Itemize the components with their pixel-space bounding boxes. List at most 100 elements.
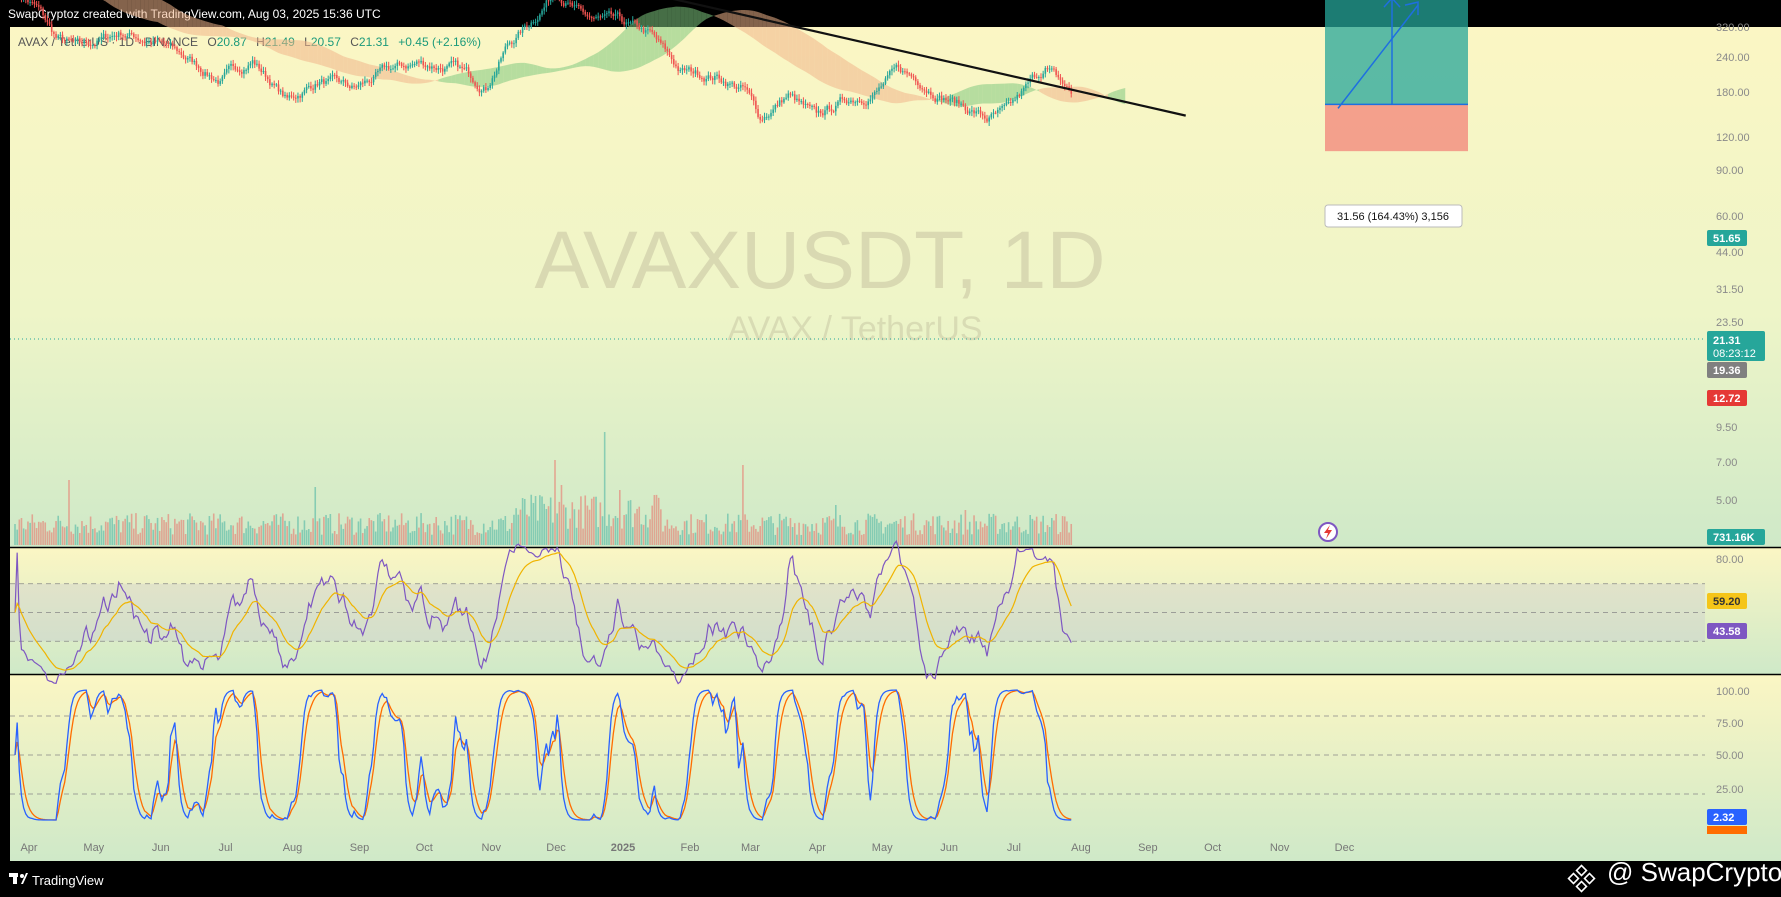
candle[interactable] xyxy=(908,71,911,77)
candle[interactable] xyxy=(279,88,282,95)
candle[interactable] xyxy=(284,91,286,99)
candle[interactable] xyxy=(1055,66,1057,78)
candle[interactable] xyxy=(981,111,984,120)
candle[interactable] xyxy=(35,0,38,8)
candle[interactable] xyxy=(800,98,803,105)
candle[interactable] xyxy=(569,0,571,8)
candle[interactable] xyxy=(625,19,628,30)
candle[interactable] xyxy=(714,72,716,85)
candle[interactable] xyxy=(165,40,167,49)
candle[interactable] xyxy=(696,67,699,78)
candle[interactable] xyxy=(1048,65,1051,74)
candle[interactable] xyxy=(327,75,329,85)
candle[interactable] xyxy=(528,25,530,31)
candle[interactable] xyxy=(798,94,800,106)
candle[interactable] xyxy=(94,43,96,49)
stop-price-badge[interactable]: 12.72 xyxy=(1707,390,1747,406)
candle[interactable] xyxy=(545,0,548,12)
candle[interactable] xyxy=(361,78,364,88)
candle[interactable] xyxy=(737,83,740,92)
candle[interactable] xyxy=(83,38,85,48)
candle[interactable] xyxy=(573,1,576,11)
candle[interactable] xyxy=(819,108,822,117)
candle[interactable] xyxy=(331,70,334,82)
candle[interactable] xyxy=(994,110,997,115)
candle[interactable] xyxy=(876,87,878,95)
candle[interactable] xyxy=(333,72,336,80)
candle[interactable] xyxy=(1007,97,1010,105)
candle[interactable] xyxy=(796,94,798,102)
candle[interactable] xyxy=(536,15,539,26)
candle[interactable] xyxy=(711,76,714,85)
candle[interactable] xyxy=(608,8,610,17)
candle[interactable] xyxy=(98,36,101,43)
candle[interactable] xyxy=(171,40,174,50)
candle[interactable] xyxy=(206,68,209,77)
candle[interactable] xyxy=(703,76,705,86)
candle[interactable] xyxy=(491,75,494,89)
rsi-line[interactable] xyxy=(14,539,1072,685)
candle[interactable] xyxy=(31,0,34,6)
candle[interactable] xyxy=(824,106,826,120)
candle[interactable] xyxy=(763,112,766,124)
candle[interactable] xyxy=(1042,70,1044,80)
candle[interactable] xyxy=(37,0,40,11)
candle[interactable] xyxy=(886,71,889,81)
candle[interactable] xyxy=(48,18,51,27)
candle[interactable] xyxy=(962,100,965,107)
candle[interactable] xyxy=(614,9,617,21)
candle[interactable] xyxy=(366,78,368,84)
candle[interactable] xyxy=(1066,83,1068,89)
candle[interactable] xyxy=(889,69,891,79)
candle[interactable] xyxy=(839,93,841,105)
candle[interactable] xyxy=(474,80,476,89)
candle[interactable] xyxy=(89,40,92,50)
candle[interactable] xyxy=(258,60,260,72)
candle[interactable] xyxy=(1005,98,1008,107)
candle[interactable] xyxy=(40,4,42,12)
candle[interactable] xyxy=(847,97,850,107)
candle[interactable] xyxy=(223,68,226,79)
candle[interactable] xyxy=(521,24,524,37)
candle[interactable] xyxy=(863,100,865,110)
candle[interactable] xyxy=(558,0,561,2)
candle[interactable] xyxy=(685,65,688,75)
candle[interactable] xyxy=(282,87,284,98)
candle[interactable] xyxy=(208,72,211,80)
candle[interactable] xyxy=(323,76,325,88)
candle[interactable] xyxy=(290,91,293,99)
candle[interactable] xyxy=(666,46,669,56)
candle[interactable] xyxy=(949,94,952,106)
candle[interactable] xyxy=(552,0,554,3)
candle[interactable] xyxy=(126,33,129,39)
candle[interactable] xyxy=(1020,88,1023,100)
candle[interactable] xyxy=(122,33,124,41)
candle[interactable] xyxy=(746,83,749,95)
candle[interactable] xyxy=(562,0,565,8)
candle[interactable] xyxy=(422,57,425,69)
candle[interactable] xyxy=(692,68,695,78)
candle[interactable] xyxy=(487,86,489,92)
candle[interactable] xyxy=(718,70,720,84)
candle[interactable] xyxy=(426,64,429,72)
candle[interactable] xyxy=(163,37,165,48)
candle[interactable] xyxy=(837,100,839,109)
candle[interactable] xyxy=(930,87,932,99)
candle[interactable] xyxy=(1016,91,1019,104)
candle[interactable] xyxy=(817,106,820,117)
candle[interactable] xyxy=(23,0,25,2)
rsi-indicator[interactable] xyxy=(10,539,1705,685)
candle[interactable] xyxy=(606,10,608,19)
candle[interactable] xyxy=(765,113,768,121)
candle[interactable] xyxy=(523,23,526,30)
candle[interactable] xyxy=(191,53,193,65)
candle[interactable] xyxy=(649,26,651,33)
candle[interactable] xyxy=(390,65,392,73)
candle[interactable] xyxy=(843,96,846,104)
candle[interactable] xyxy=(647,25,649,35)
candle[interactable] xyxy=(195,57,198,71)
candle[interactable] xyxy=(72,35,75,43)
candle[interactable] xyxy=(584,9,587,17)
candle[interactable] xyxy=(139,38,142,44)
